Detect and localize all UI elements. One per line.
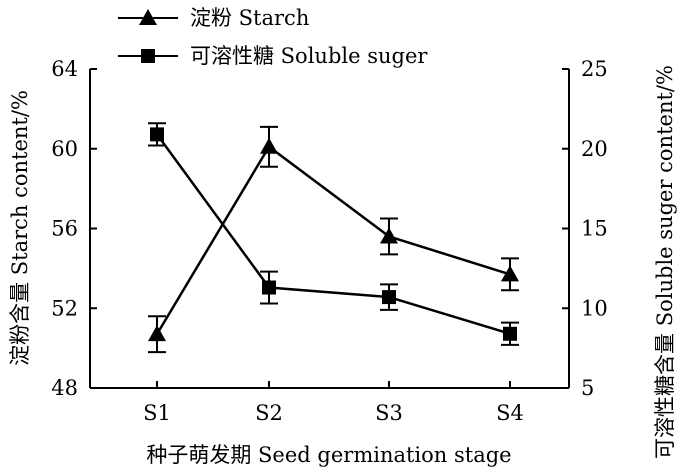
y-right-tick-label: 15 — [581, 217, 608, 241]
ticks: 48 52 56 60 64 5 10 15 20 25 S1 S2 S3 S4 — [51, 57, 607, 425]
sugar-point — [262, 280, 276, 295]
y-right-tick-label: 5 — [581, 376, 594, 400]
y-left-tick-label: 60 — [51, 137, 78, 161]
legend-starch-label: 淀粉 Starch — [190, 6, 309, 30]
y-right-tick-label: 20 — [581, 137, 608, 161]
series-layer — [148, 122, 519, 354]
y-right-tick-label: 25 — [581, 57, 608, 81]
y-left-axis-title: 淀粉含量 Starch content/% — [8, 90, 32, 366]
series-line-sugar — [155, 133, 511, 335]
starch-point — [260, 137, 278, 154]
y-left-tick-label: 56 — [51, 217, 78, 241]
sugar-point — [503, 326, 517, 341]
legend: 淀粉 Starch 可溶性糖 Soluble suger — [118, 6, 428, 68]
x-tick-label: S2 — [255, 401, 283, 425]
y-left-tick-label: 48 — [51, 376, 78, 400]
legend-sugar-marker — [141, 49, 155, 63]
x-tick-label: S4 — [496, 401, 524, 425]
y-right-tick-label: 10 — [581, 296, 608, 320]
y-left-tick-label: 52 — [51, 296, 78, 320]
x-tick-label: S1 — [143, 401, 171, 425]
x-axis-title: 种子萌发期 Seed germination stage — [146, 443, 511, 467]
sugar-point — [382, 290, 396, 305]
starch-point — [501, 265, 519, 282]
starch-point — [380, 227, 398, 244]
legend-starch-marker — [139, 9, 157, 25]
legend-sugar-label: 可溶性糖 Soluble suger — [190, 44, 428, 68]
starch-point — [148, 325, 166, 342]
y-left-tick-label: 64 — [51, 57, 78, 81]
y-right-axis-title: 可溶性糖含量 Soluble suger content/% — [653, 65, 677, 459]
x-tick-label: S3 — [375, 401, 403, 425]
series-line-starch — [155, 144, 511, 335]
sugar-point — [150, 127, 164, 142]
